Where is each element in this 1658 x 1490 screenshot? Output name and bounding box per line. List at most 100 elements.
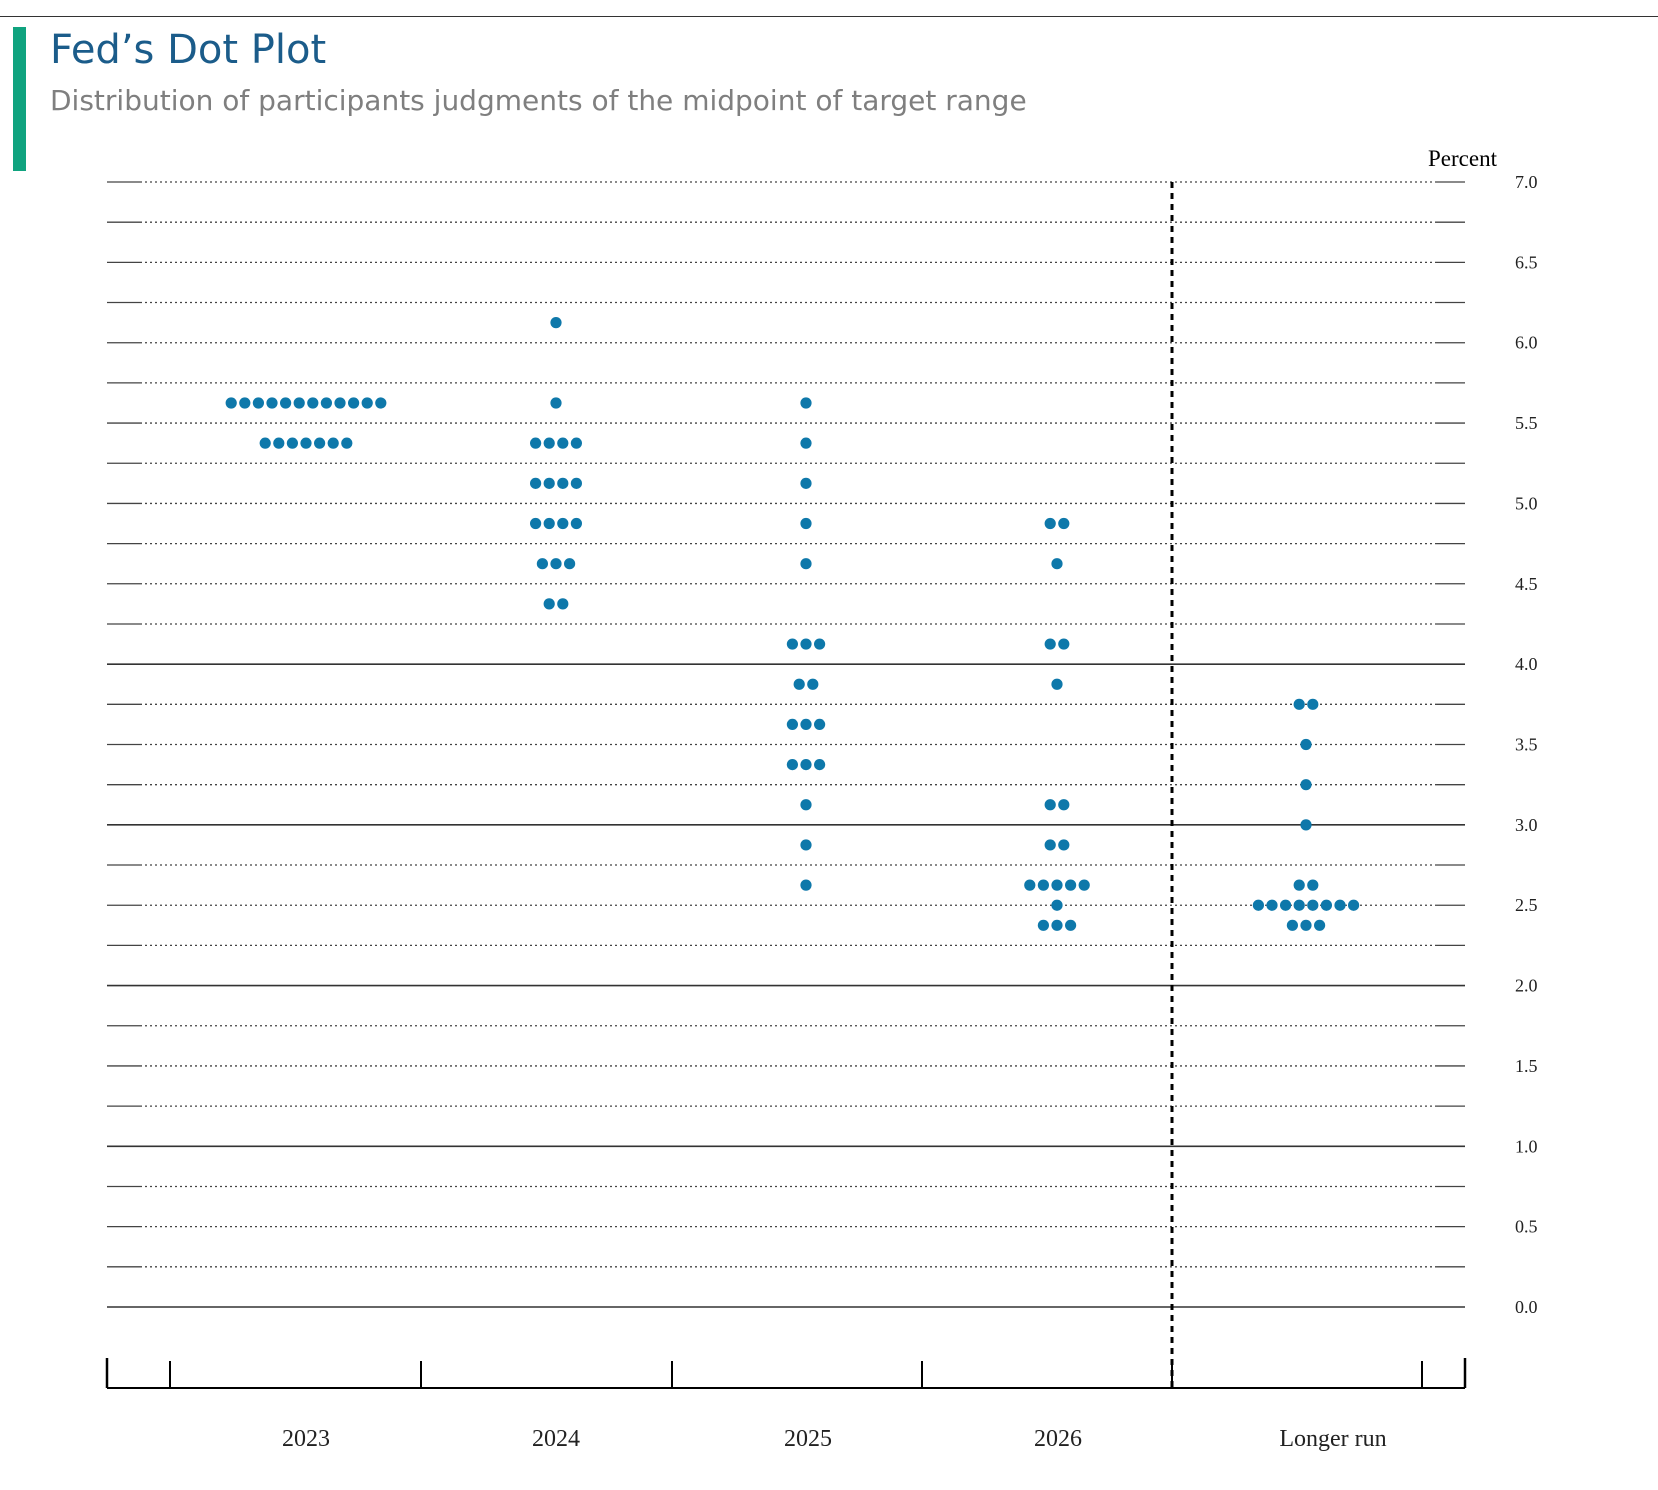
dot bbox=[800, 517, 812, 530]
dot bbox=[530, 437, 542, 449]
y-tick-label: 6.5 bbox=[1515, 252, 1538, 272]
dot bbox=[327, 437, 339, 449]
dot bbox=[557, 598, 569, 610]
dot bbox=[800, 758, 812, 771]
dot bbox=[1307, 698, 1319, 710]
dot bbox=[252, 397, 264, 409]
dot bbox=[1044, 799, 1056, 811]
dot bbox=[1044, 638, 1056, 650]
dot bbox=[800, 879, 812, 891]
dot bbox=[1051, 678, 1063, 690]
chart-subtitle: Distribution of participants judgments o… bbox=[50, 84, 1027, 117]
y-tick-label: 0.0 bbox=[1515, 1297, 1538, 1317]
dot bbox=[800, 799, 812, 811]
dot bbox=[530, 477, 542, 489]
y-tick-label: 1.5 bbox=[1515, 1056, 1538, 1076]
dot bbox=[800, 718, 812, 731]
dot bbox=[557, 517, 569, 530]
dot bbox=[550, 397, 562, 409]
dot bbox=[1024, 879, 1036, 891]
dot bbox=[1348, 899, 1360, 911]
dot bbox=[1051, 919, 1063, 931]
dot bbox=[543, 437, 555, 449]
dot bbox=[814, 638, 826, 650]
dot bbox=[1044, 517, 1056, 530]
y-tick-label: 2.0 bbox=[1515, 976, 1538, 996]
dot bbox=[1300, 919, 1312, 931]
dot bbox=[1293, 899, 1305, 911]
dot bbox=[375, 397, 387, 409]
dot bbox=[800, 397, 812, 409]
dot bbox=[786, 638, 799, 650]
y-tick-label: 2.5 bbox=[1515, 895, 1538, 915]
dot bbox=[793, 678, 805, 690]
dot bbox=[1252, 899, 1264, 911]
dot bbox=[1307, 879, 1319, 891]
dot bbox=[293, 397, 305, 409]
dot bbox=[543, 598, 555, 610]
x-category-label: 2025 bbox=[784, 1426, 832, 1452]
dot bbox=[1334, 899, 1346, 911]
dot bbox=[800, 477, 812, 489]
dot bbox=[1286, 919, 1298, 931]
dot bbox=[1065, 919, 1077, 931]
y-tick-label: 3.0 bbox=[1515, 815, 1538, 835]
dot bbox=[334, 397, 346, 409]
x-category-label: 2026 bbox=[1034, 1426, 1082, 1452]
y-tick-label: 6.0 bbox=[1515, 333, 1538, 353]
y-tick-label: 1.0 bbox=[1515, 1136, 1538, 1156]
dot bbox=[1300, 819, 1312, 831]
dot bbox=[314, 437, 326, 449]
dot bbox=[1300, 738, 1312, 751]
dot bbox=[1078, 879, 1090, 891]
x-category-label: 2024 bbox=[532, 1426, 580, 1452]
dot bbox=[1300, 779, 1312, 791]
accent-bar bbox=[13, 27, 26, 171]
dot bbox=[786, 758, 799, 771]
dot bbox=[300, 437, 312, 449]
dot bbox=[1051, 558, 1063, 570]
x-category-label: 2023 bbox=[282, 1426, 330, 1452]
dot bbox=[1051, 899, 1063, 911]
dot bbox=[564, 558, 576, 570]
dot bbox=[1065, 879, 1077, 891]
dot bbox=[266, 397, 278, 409]
y-tick-label: 5.5 bbox=[1515, 413, 1538, 433]
gridlines bbox=[107, 181, 1465, 1308]
dot bbox=[1044, 839, 1056, 851]
dot bbox=[786, 718, 799, 731]
dot bbox=[543, 517, 555, 530]
dot bbox=[1280, 899, 1292, 911]
dot bbox=[814, 758, 826, 771]
labels: 0.0 0.5 1.0 1.5 2.0 2.5 3.0 3.5 4.0 4.5 5.0 5.5 6.0 6… bbox=[282, 146, 1538, 1452]
dot bbox=[1266, 899, 1278, 911]
dot bbox=[1307, 899, 1319, 911]
dot bbox=[570, 477, 583, 489]
y-tick-label: 3.5 bbox=[1515, 735, 1538, 755]
dot bbox=[550, 317, 562, 329]
dot bbox=[341, 437, 353, 449]
dot bbox=[814, 718, 826, 731]
dot bbox=[557, 477, 569, 489]
dot bbox=[280, 397, 292, 409]
dot bbox=[307, 397, 319, 409]
y-tick-label: 4.5 bbox=[1515, 574, 1538, 594]
y-tick-label: 5.0 bbox=[1515, 493, 1538, 513]
dots bbox=[225, 317, 1360, 931]
dot bbox=[800, 437, 812, 449]
dot bbox=[800, 558, 812, 570]
dot bbox=[286, 437, 298, 449]
dot bbox=[800, 839, 812, 851]
dot bbox=[348, 397, 360, 409]
x-category-label: Longer run bbox=[1279, 1426, 1386, 1452]
dot bbox=[320, 397, 332, 409]
dot bbox=[1058, 799, 1070, 811]
dot bbox=[273, 437, 285, 449]
dot bbox=[1037, 879, 1049, 891]
dot bbox=[259, 437, 271, 449]
dot bbox=[1314, 919, 1326, 931]
dot bbox=[361, 397, 373, 409]
dot bbox=[570, 437, 583, 449]
dot bbox=[1058, 517, 1070, 530]
